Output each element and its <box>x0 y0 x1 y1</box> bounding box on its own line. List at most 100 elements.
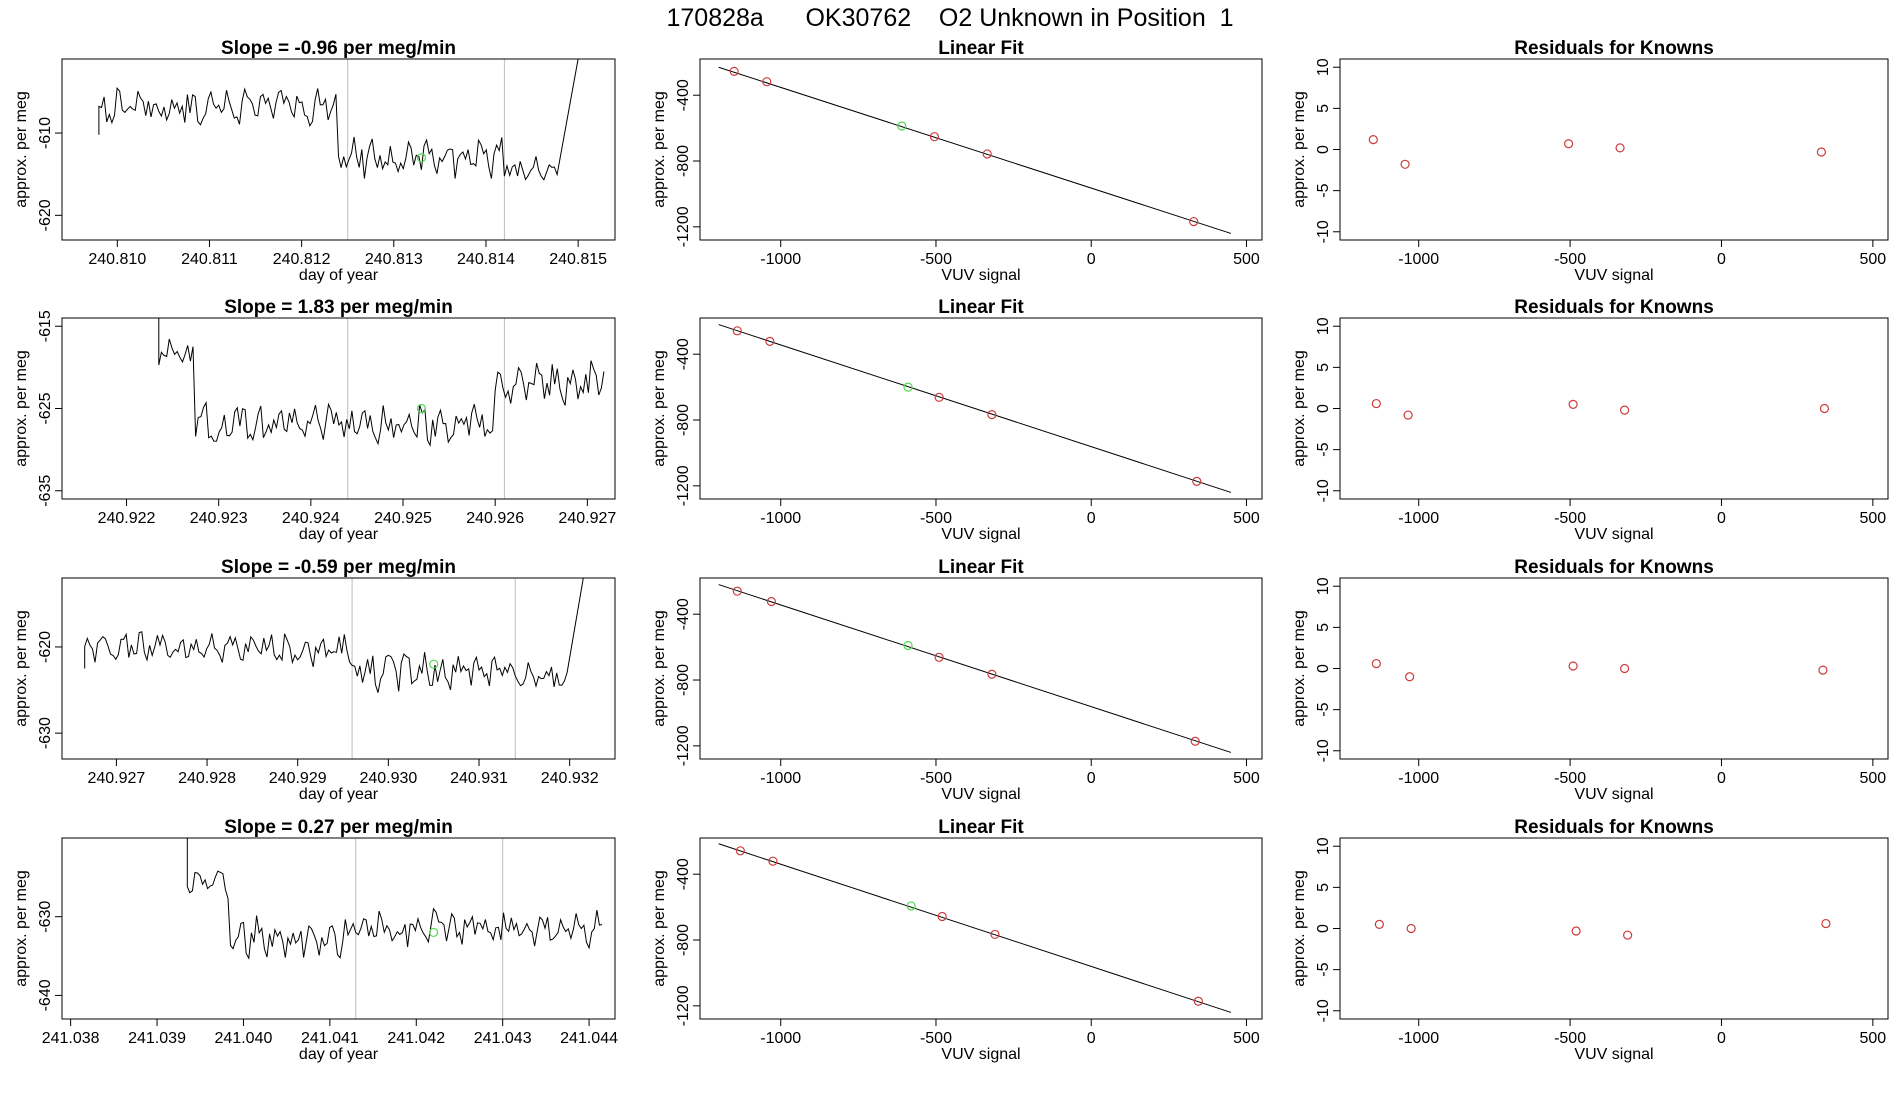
panel-9: Residuals for Knowns -1000 -500 0 500 -10 -5 0 5… <box>1291 557 1889 803</box>
x-tick-label: 240.924 <box>282 510 340 527</box>
known-point <box>1403 410 1413 420</box>
known-point <box>1563 139 1574 149</box>
x-tick-label: 0 <box>1717 510 1726 527</box>
x-axis-label: VUV signal <box>1574 526 1653 543</box>
unknown-point <box>428 927 439 938</box>
x-axis-label: day of year <box>299 786 379 803</box>
known-point <box>729 66 739 76</box>
x-tick-label: 240.930 <box>359 770 417 787</box>
known-point <box>1405 672 1415 682</box>
y-tick-label: 10 <box>1315 577 1332 595</box>
panel-6: Residuals for Knowns -1000 -500 0 500 -10 -5 0 5… <box>1291 297 1889 543</box>
known-point <box>937 911 947 922</box>
x-tick-label: -1000 <box>1398 1030 1439 1047</box>
known-point <box>1816 147 1826 157</box>
panel-7: Slope = -0.59 per meg/min 240.927 240.928 2… <box>13 557 616 803</box>
data-trace <box>84 578 584 693</box>
x-tick-label: 241.040 <box>215 1030 273 1047</box>
x-tick-label: 240.927 <box>87 770 145 787</box>
y-tick-label: -800 <box>675 924 692 956</box>
x-tick-label: 0 <box>1087 510 1096 527</box>
x-tick-label: -500 <box>1554 770 1586 787</box>
data-trace <box>158 318 605 447</box>
y-tick-label: -630 <box>37 717 54 749</box>
x-tick-label: 0 <box>1717 251 1726 268</box>
unknown-point <box>897 121 907 131</box>
y-tick-label: -800 <box>675 664 692 696</box>
y-tick-label: -635 <box>37 475 54 507</box>
y-tick-label: -630 <box>37 901 54 933</box>
known-point <box>1568 399 1578 409</box>
x-tick-label: 240.923 <box>190 510 248 527</box>
unknown-point <box>416 153 427 163</box>
x-axis-label: day of year <box>299 267 379 284</box>
panel-title: Linear Fit <box>938 38 1024 59</box>
x-tick-label: -500 <box>1554 1030 1586 1047</box>
y-tick-label: -400 <box>675 858 692 890</box>
y-axis-label: approx. per meg <box>651 610 668 727</box>
x-tick-label: 240.814 <box>457 251 515 268</box>
unknown-point <box>903 640 913 651</box>
known-point <box>1818 665 1828 675</box>
x-axis-label: VUV signal <box>941 1046 1020 1063</box>
y-tick-label: -800 <box>675 145 692 177</box>
x-tick-label: 241.042 <box>387 1030 445 1047</box>
fit-line <box>718 843 1232 1013</box>
x-tick-label: 240.926 <box>466 510 524 527</box>
fit-line <box>718 324 1232 493</box>
x-tick-label: -500 <box>920 770 952 787</box>
y-tick-label: -400 <box>675 79 692 111</box>
x-tick-label: 500 <box>1860 251 1887 268</box>
x-axis-label: VUV signal <box>941 267 1020 284</box>
x-tick-label: -1000 <box>1398 251 1439 268</box>
panel-title: Residuals for Knowns <box>1514 557 1714 578</box>
y-axis-label: approx. per meg <box>651 350 668 467</box>
known-point <box>1371 398 1381 409</box>
plot-frame <box>1339 58 1889 241</box>
y-tick-label: -625 <box>37 392 54 424</box>
plot-frame <box>61 317 616 500</box>
y-tick-label: -400 <box>675 338 692 370</box>
y-tick-label: -10 <box>1315 739 1332 762</box>
panel-title: Slope = -0.96 per meg/min <box>221 38 456 59</box>
y-tick-label: -640 <box>37 979 54 1011</box>
x-tick-label: 240.810 <box>88 251 146 268</box>
plot-frame <box>61 58 616 241</box>
x-tick-label: 500 <box>1860 770 1887 787</box>
known-point <box>1619 663 1630 674</box>
known-point <box>990 929 1000 940</box>
x-tick-label: 240.925 <box>374 510 432 527</box>
known-point <box>735 846 745 856</box>
x-tick-label: 500 <box>1233 510 1260 527</box>
y-tick-label: -10 <box>1315 999 1332 1022</box>
known-point <box>1189 216 1199 227</box>
panel-title: Residuals for Knowns <box>1514 817 1714 838</box>
known-point <box>1368 135 1378 145</box>
x-tick-label: 240.929 <box>269 770 327 787</box>
panel-10: Slope = 0.27 per meg/min 241.038 241.039 24… <box>13 817 618 1063</box>
known-point <box>1623 930 1633 940</box>
x-axis-label: VUV signal <box>941 526 1020 543</box>
y-tick-label: 10 <box>1315 317 1332 335</box>
panel-4: Slope = 1.83 per meg/min 240.922 240.923 24… <box>13 297 616 543</box>
known-point <box>765 336 775 346</box>
x-tick-label: 241.043 <box>474 1030 532 1047</box>
x-tick-label: 240.811 <box>181 251 238 268</box>
x-tick-label: 500 <box>1860 510 1887 527</box>
y-axis-label: approx. per meg <box>13 91 30 208</box>
known-point <box>768 856 778 866</box>
known-point <box>1190 736 1200 746</box>
plot-frame <box>61 577 616 760</box>
known-point <box>1193 996 1203 1006</box>
plot-frame <box>1339 577 1889 760</box>
known-point <box>987 669 997 679</box>
known-point <box>1192 476 1202 486</box>
plot-frame <box>699 317 1263 500</box>
y-tick-label: -1200 <box>675 985 692 1026</box>
known-point <box>1821 918 1831 929</box>
known-point <box>1400 159 1410 169</box>
x-tick-label: 240.813 <box>365 251 423 268</box>
unknown-point <box>429 659 439 669</box>
